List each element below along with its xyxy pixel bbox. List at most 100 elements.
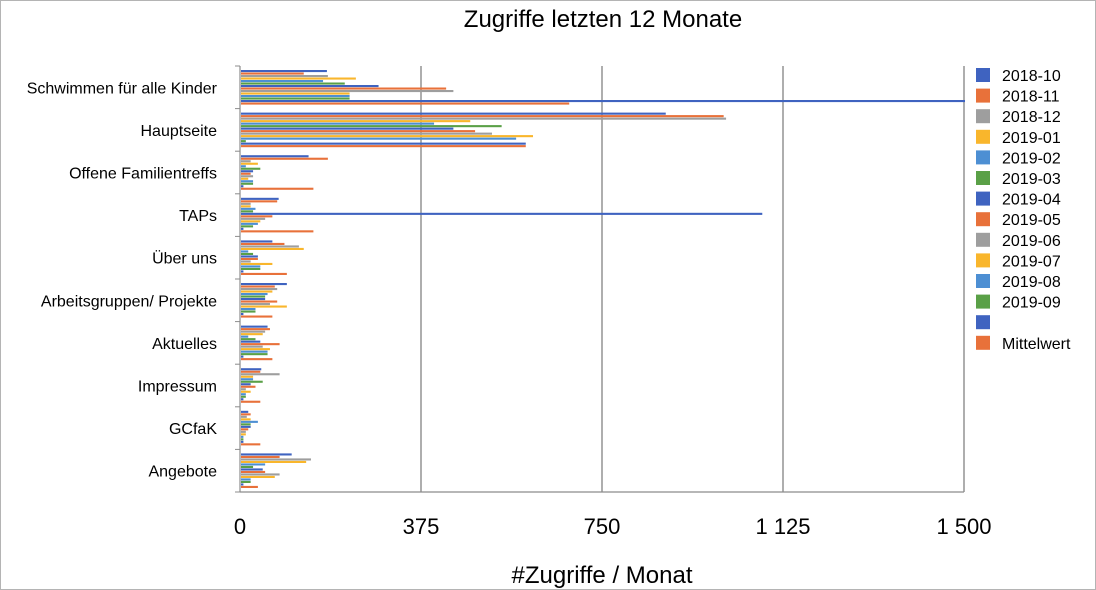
bar xyxy=(241,300,278,303)
x-tick-label: 1 500 xyxy=(936,514,991,539)
bar xyxy=(241,250,249,253)
legend-swatch xyxy=(976,212,990,227)
bar xyxy=(241,443,261,446)
bar xyxy=(241,142,526,145)
bar xyxy=(241,162,258,165)
bar xyxy=(241,485,258,488)
bar xyxy=(241,375,254,378)
bar xyxy=(241,255,258,258)
bar xyxy=(241,288,278,291)
bar xyxy=(241,160,251,163)
bar xyxy=(241,283,287,286)
bar xyxy=(241,87,447,90)
bar xyxy=(241,85,379,88)
legend-swatch xyxy=(976,171,990,185)
bar xyxy=(241,187,314,190)
bars xyxy=(241,70,965,488)
category-label: Schwimmen für alle Kinder xyxy=(27,80,218,97)
bar xyxy=(241,400,261,403)
bar xyxy=(241,418,251,421)
bar xyxy=(241,423,251,426)
legend-swatch xyxy=(976,315,990,330)
legend-swatch xyxy=(976,109,990,124)
x-tick-labels: 0 375 750 1 125 1 500 xyxy=(234,514,992,539)
bar xyxy=(241,225,254,228)
bar xyxy=(241,95,350,98)
bar xyxy=(241,295,266,298)
bar xyxy=(241,72,304,75)
bar xyxy=(241,393,246,396)
bar xyxy=(241,265,261,268)
legend-entry: 2018-10 xyxy=(1002,68,1061,85)
bar xyxy=(241,82,345,85)
bar xyxy=(241,112,666,115)
axis xyxy=(235,65,964,493)
bar xyxy=(241,115,724,118)
legend-entry: 2018-11 xyxy=(1002,89,1060,106)
bar xyxy=(241,167,261,170)
bar xyxy=(241,468,263,471)
bar xyxy=(241,333,263,336)
bar xyxy=(241,315,273,318)
legend-swatch xyxy=(976,232,990,247)
bar xyxy=(241,180,254,183)
bar xyxy=(241,155,309,158)
bar xyxy=(241,358,273,361)
bar xyxy=(241,227,244,230)
bar xyxy=(241,425,251,428)
bar xyxy=(241,410,249,413)
bar xyxy=(241,310,256,313)
legend-swatch xyxy=(976,68,990,82)
bar xyxy=(241,170,254,173)
bar xyxy=(241,210,254,213)
bar xyxy=(241,242,285,245)
x-axis-label: #Zugriffe / Monat xyxy=(512,562,693,589)
bar xyxy=(241,368,262,371)
legend-swatch xyxy=(976,88,990,103)
bar xyxy=(241,157,328,160)
bar xyxy=(241,212,763,215)
bar xyxy=(241,355,244,358)
x-tick-label: 0 xyxy=(234,514,246,539)
bar xyxy=(241,252,254,255)
bar xyxy=(241,222,258,225)
bar xyxy=(241,413,251,416)
bar xyxy=(241,453,292,456)
bar xyxy=(241,240,273,243)
bar xyxy=(241,100,965,103)
bar xyxy=(241,433,246,436)
bar xyxy=(241,75,328,78)
chart-title: Zugriffe letzten 12 Monate xyxy=(464,6,742,33)
bar xyxy=(241,398,244,401)
bar xyxy=(241,200,278,203)
bar xyxy=(241,182,254,185)
bar xyxy=(241,70,327,73)
category-label: Über uns xyxy=(152,250,217,268)
bar xyxy=(241,348,270,351)
bar xyxy=(241,215,273,218)
bar xyxy=(241,328,270,331)
bar xyxy=(241,338,256,341)
bar xyxy=(241,388,246,391)
bar xyxy=(241,455,280,458)
bar xyxy=(241,353,268,356)
bar xyxy=(241,90,454,93)
bar xyxy=(241,415,247,418)
bar xyxy=(241,285,275,288)
category-label: TAPs xyxy=(179,208,217,225)
legend-entry: 2018-12 xyxy=(1002,109,1061,126)
category-label: GCfaK xyxy=(169,421,217,438)
bar xyxy=(241,380,263,383)
bar xyxy=(241,247,304,250)
legend-swatch xyxy=(976,274,990,288)
bar xyxy=(241,132,492,135)
bar xyxy=(241,395,246,398)
bar xyxy=(241,343,280,346)
bar xyxy=(241,435,244,438)
bar xyxy=(241,185,244,188)
legend-entry: 2019-05 xyxy=(1002,212,1061,229)
bar xyxy=(241,308,256,311)
bar xyxy=(241,217,266,220)
bar xyxy=(241,350,268,353)
